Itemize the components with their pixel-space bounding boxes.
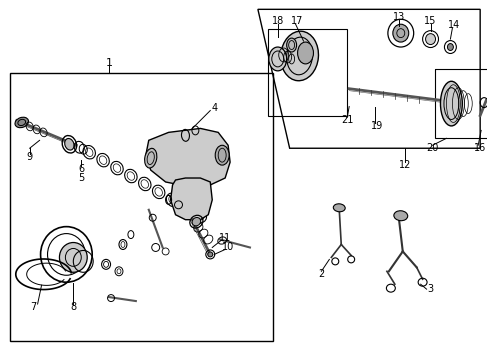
Ellipse shape: [297, 42, 313, 64]
Ellipse shape: [60, 243, 87, 272]
Bar: [10, 73, 272, 341]
Bar: [434, 69, 488, 138]
Text: 14: 14: [447, 20, 460, 30]
Ellipse shape: [447, 44, 452, 50]
Ellipse shape: [215, 145, 229, 165]
Polygon shape: [170, 178, 212, 220]
Text: 11: 11: [219, 233, 231, 243]
Text: 16: 16: [473, 143, 485, 153]
Text: 19: 19: [370, 121, 382, 131]
Ellipse shape: [333, 204, 345, 212]
Text: 4: 4: [211, 103, 217, 113]
Text: 10: 10: [222, 243, 234, 252]
Ellipse shape: [393, 211, 407, 221]
Text: 9: 9: [26, 152, 33, 162]
Text: 5: 5: [78, 173, 84, 183]
Ellipse shape: [15, 117, 28, 128]
Ellipse shape: [64, 139, 74, 150]
Ellipse shape: [192, 217, 200, 226]
Text: 1: 1: [105, 58, 112, 68]
Text: 17: 17: [291, 16, 303, 26]
Ellipse shape: [392, 24, 408, 42]
Text: 18: 18: [271, 16, 284, 26]
Ellipse shape: [207, 252, 212, 257]
Text: 12: 12: [398, 160, 410, 170]
Text: 13: 13: [392, 12, 404, 22]
Ellipse shape: [144, 148, 157, 168]
Text: 8: 8: [70, 302, 76, 312]
Text: 6: 6: [78, 164, 84, 174]
Polygon shape: [145, 129, 230, 185]
Bar: [267, 29, 346, 117]
Ellipse shape: [280, 31, 318, 81]
Ellipse shape: [268, 47, 286, 71]
Text: 21: 21: [340, 116, 353, 126]
Text: 7: 7: [30, 302, 37, 312]
Text: 3: 3: [427, 284, 433, 294]
Ellipse shape: [440, 81, 461, 126]
Ellipse shape: [286, 38, 296, 52]
Text: 2: 2: [318, 269, 324, 279]
Ellipse shape: [425, 33, 435, 45]
Text: 15: 15: [424, 16, 436, 26]
Text: 20: 20: [426, 143, 438, 153]
